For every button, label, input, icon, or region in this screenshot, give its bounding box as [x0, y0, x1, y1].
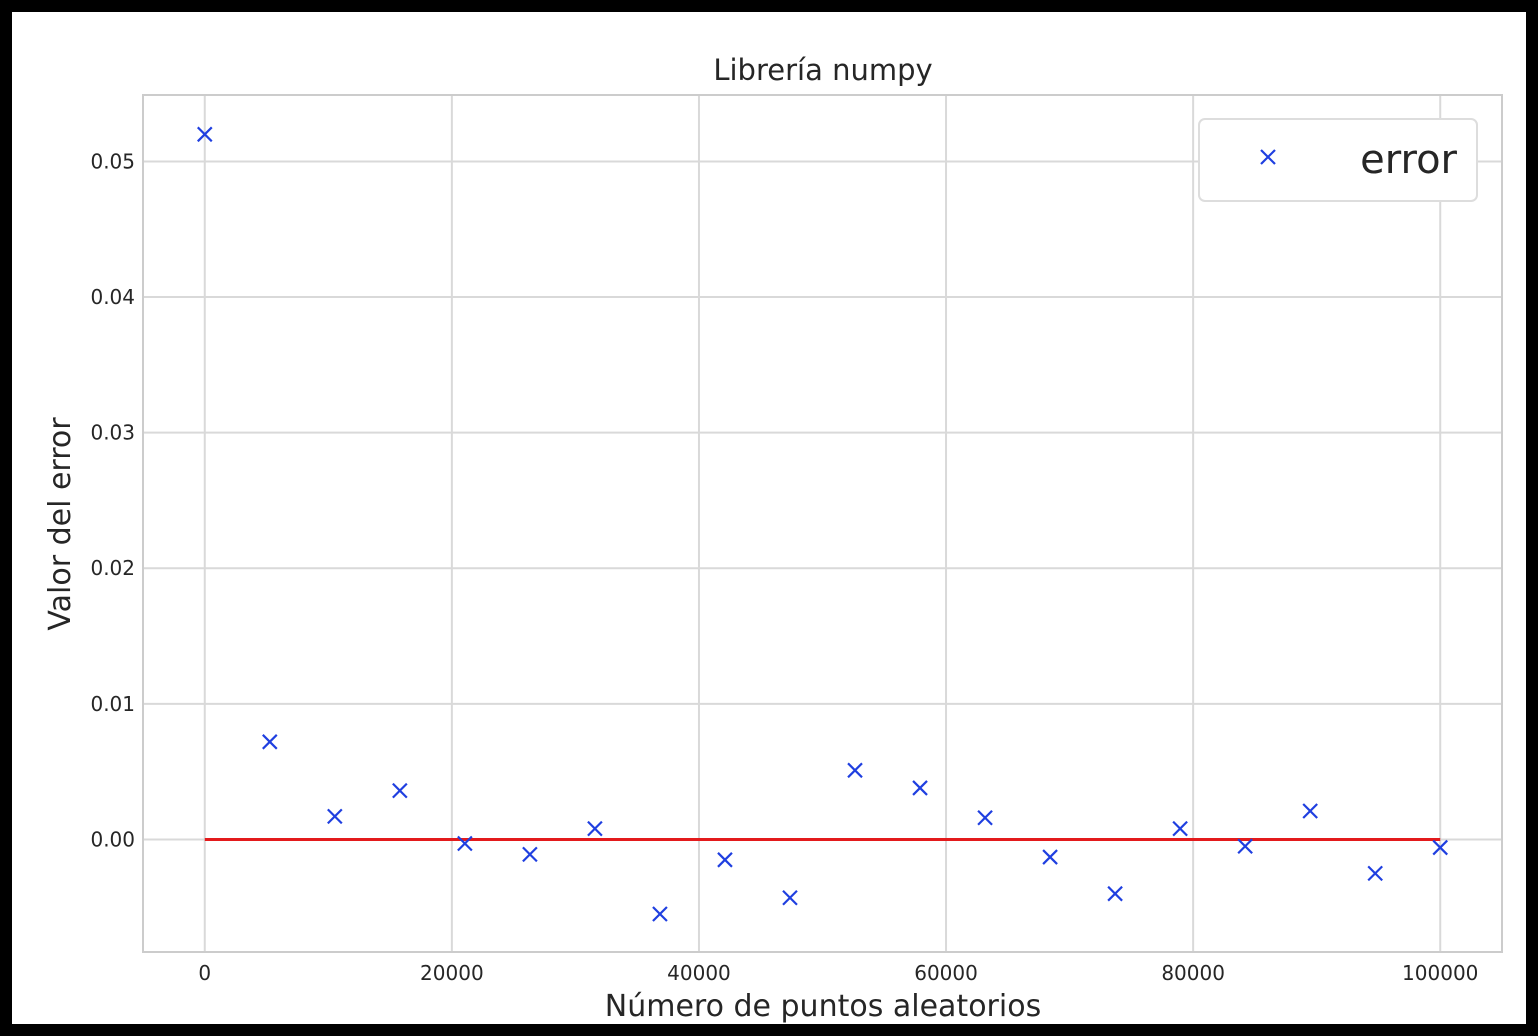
x-tick-label: 20000 — [420, 961, 484, 985]
y-tick-label: 0.01 — [90, 692, 135, 716]
data-point — [262, 734, 278, 750]
data-points — [196, 126, 1449, 922]
chart: 0 20000 40000 60000 80000 100000 0.00 0.01 0.02… — [43, 53, 1503, 1024]
data-point — [652, 906, 668, 922]
data-point — [1367, 865, 1383, 882]
y-tick-label: 0.03 — [90, 421, 135, 445]
legend-marker — [1260, 149, 1276, 165]
x-tick-label: 80000 — [1161, 961, 1225, 985]
x-tick-label: 0 — [198, 961, 211, 985]
x-tick-label: 40000 — [667, 961, 731, 985]
legend-box — [1198, 118, 1478, 202]
data-point — [1302, 803, 1318, 819]
y-tick-label: 0.05 — [90, 149, 135, 173]
data-point — [587, 820, 603, 837]
data-point — [522, 846, 538, 863]
data-point — [847, 762, 863, 779]
y-axis-label: Valor del error — [43, 417, 78, 631]
legend-label: error — [1360, 137, 1457, 183]
plot-area-border — [142, 94, 1503, 953]
data-point — [1107, 885, 1123, 902]
legend-x-marker — [1260, 149, 1276, 165]
data-point — [782, 889, 798, 906]
grid — [143, 95, 1502, 952]
data-point — [1042, 849, 1058, 865]
x-ticks: 0 20000 40000 60000 80000 100000 — [198, 961, 1478, 985]
y-tick-label: 0.04 — [90, 285, 135, 309]
x-tick-label: 60000 — [914, 961, 978, 985]
data-point — [457, 835, 473, 852]
data-point — [196, 126, 213, 143]
chart-title: Librería numpy — [713, 53, 932, 87]
y-ticks: 0.00 0.01 0.02 0.03 0.04 0.05 — [90, 149, 135, 851]
data-point — [1172, 820, 1188, 837]
x-tick-label: 100000 — [1402, 961, 1478, 985]
data-point — [327, 808, 343, 825]
data-point — [1432, 839, 1449, 856]
data-point — [977, 809, 993, 826]
data-point — [1237, 838, 1253, 855]
y-tick-label: 0.02 — [90, 556, 135, 580]
data-point — [717, 852, 733, 868]
legend: error — [1198, 118, 1478, 202]
data-point — [912, 780, 928, 796]
x-axis-label: Número de puntos aleatorios — [605, 989, 1041, 1024]
data-point — [392, 782, 408, 799]
y-tick-label: 0.00 — [90, 827, 135, 851]
